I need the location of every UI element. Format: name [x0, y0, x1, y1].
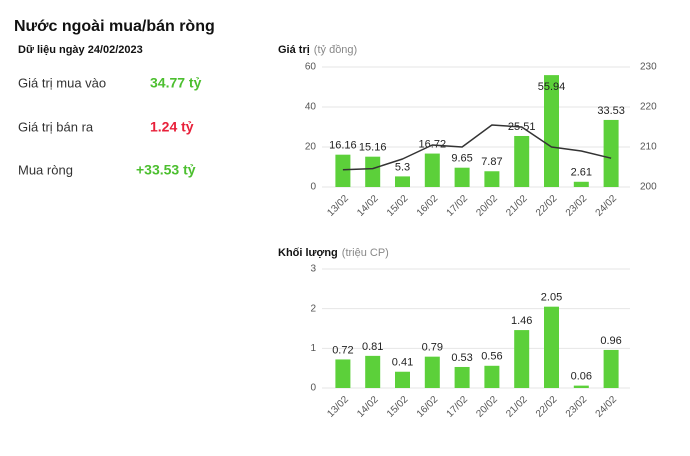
x-tick-label: 17/02 [445, 394, 471, 420]
value-label: 7.87 [481, 156, 502, 168]
value-label: 16.16 [329, 140, 357, 152]
x-tick-label: 14/02 [355, 193, 381, 219]
row-label: Giá trị mua vào [18, 75, 106, 90]
x-tick-label: 22/02 [534, 193, 560, 219]
value-label: 0.56 [481, 351, 502, 363]
y2-tick-label: 200 [640, 182, 657, 193]
panel-title: Nước ngoài mua/bán ròng [14, 18, 215, 35]
x-tick-label: 14/02 [355, 394, 381, 420]
axis-title: Khối lượng [278, 247, 338, 259]
value-label: 0.53 [451, 352, 472, 364]
x-tick-label: 16/02 [415, 394, 441, 420]
axis-unit: (triệu CP) [342, 247, 389, 259]
x-tick-label: 24/02 [594, 193, 620, 219]
x-tick-label: 21/02 [504, 193, 530, 219]
x-tick-label: 20/02 [474, 394, 500, 420]
value-label: 33.53 [597, 105, 625, 117]
bar [335, 154, 351, 187]
bar [395, 176, 410, 187]
x-tick-label: 13/02 [325, 394, 351, 420]
bar [514, 135, 530, 187]
bar [395, 371, 410, 388]
bar [603, 119, 619, 187]
bar [365, 156, 381, 187]
bar [484, 171, 500, 187]
bar [544, 75, 559, 187]
bar [573, 181, 589, 187]
value-label: 0.41 [392, 357, 413, 369]
x-tick-label: 22/02 [534, 394, 560, 420]
y-tick-label: 2 [310, 303, 316, 314]
line [342, 124, 612, 171]
bar [603, 349, 619, 388]
y-tick-label: 20 [305, 142, 317, 153]
value-label: 55.94 [538, 81, 566, 93]
y-tick-label: 40 [305, 102, 317, 113]
value-label: 2.61 [571, 167, 592, 179]
bar [335, 359, 351, 388]
row-label: Giá trị bán ra [18, 119, 94, 134]
y-tick-label: 0 [310, 383, 316, 394]
bar [365, 355, 381, 388]
row-value: 1.24 tỷ [150, 119, 194, 135]
value-label: 1.46 [511, 315, 532, 327]
y-tick-label: 3 [310, 264, 316, 275]
value-label: 0.81 [362, 341, 383, 353]
x-tick-label: 21/02 [504, 394, 530, 420]
x-tick-label: 23/02 [564, 193, 590, 219]
value-label: 0.72 [332, 344, 353, 356]
bar [484, 365, 500, 388]
axis-unit: (tỷ đồng) [314, 44, 357, 56]
x-tick-label: 13/02 [325, 193, 351, 219]
x-tick-label: 15/02 [385, 394, 411, 420]
y-tick-label: 1 [310, 343, 316, 354]
x-tick-label: 16/02 [415, 193, 441, 219]
bar [424, 153, 440, 187]
value-label: 2.05 [541, 292, 562, 304]
row-label: Mua ròng [18, 162, 73, 177]
x-tick-label: 24/02 [594, 394, 620, 420]
value-label: 9.65 [451, 153, 472, 165]
value-label: 5.3 [395, 161, 410, 173]
y2-tick-label: 220 [640, 102, 657, 113]
bar [454, 366, 470, 388]
bar [424, 356, 440, 388]
value-label: 0.06 [571, 371, 592, 383]
y-tick-label: 0 [310, 182, 316, 193]
bar [573, 385, 589, 388]
x-tick-label: 15/02 [385, 193, 411, 219]
row-value: 34.77 tỷ [150, 75, 202, 91]
bar [514, 330, 530, 388]
x-tick-label: 17/02 [445, 193, 471, 219]
x-tick-label: 23/02 [564, 394, 590, 420]
value-label: 0.96 [600, 335, 621, 347]
bar [454, 167, 470, 187]
y-tick-label: 60 [305, 62, 317, 73]
bar [544, 306, 559, 388]
x-tick-label: 20/02 [474, 193, 500, 219]
y2-tick-label: 210 [640, 142, 657, 153]
row-value: +33.53 tỷ [136, 162, 196, 178]
panel-date: Dữ liệu ngày 24/02/2023 [18, 44, 143, 56]
value-label: 15.16 [359, 142, 387, 154]
value-label: 0.79 [422, 342, 443, 354]
axis-title: Giá trị [278, 44, 310, 56]
y2-tick-label: 230 [640, 62, 657, 73]
